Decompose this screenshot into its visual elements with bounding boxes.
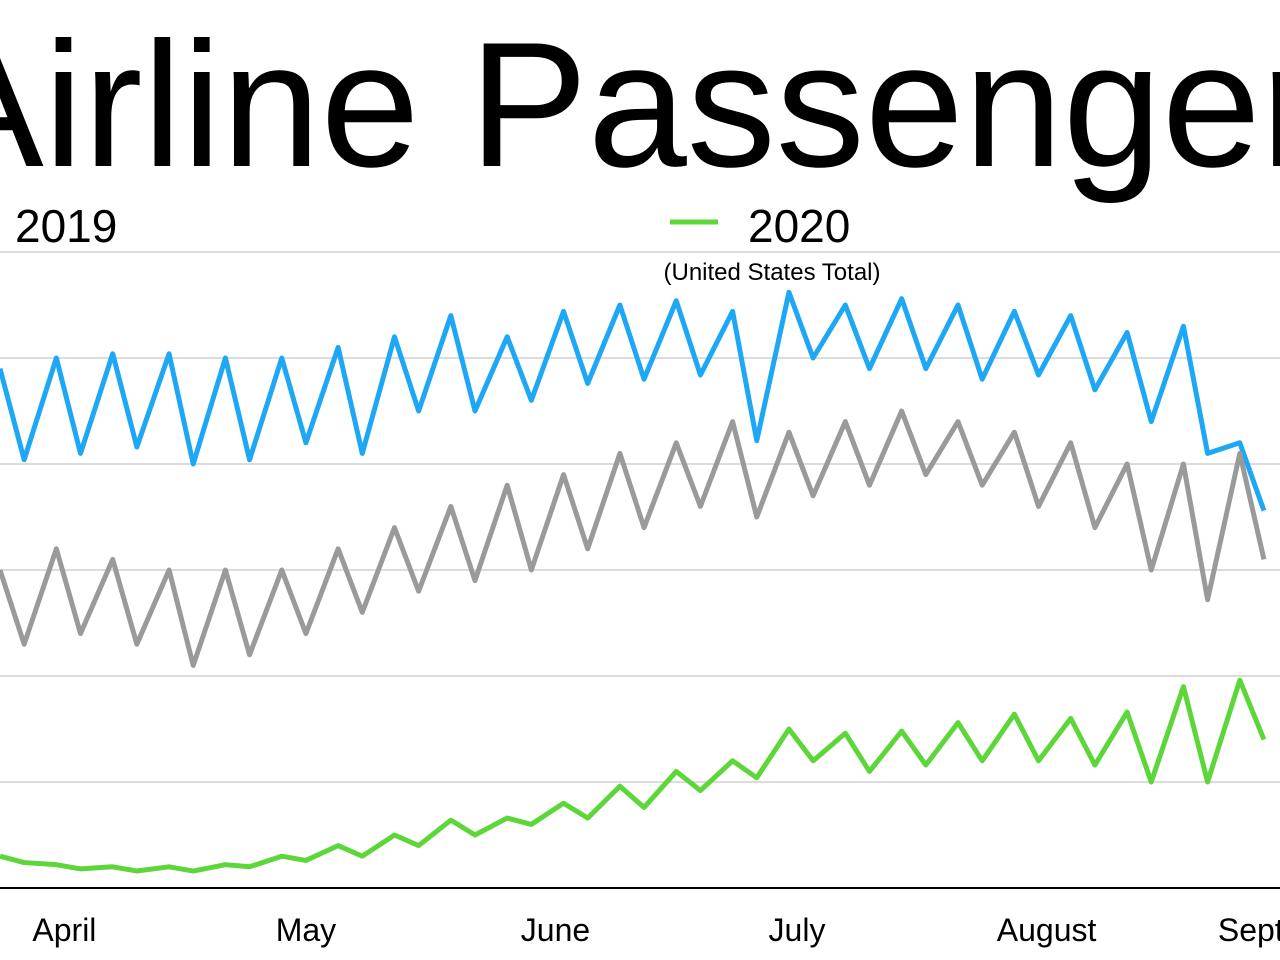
x-tick-label: July [769, 912, 826, 948]
x-tick-label: April [32, 912, 96, 948]
x-tick-label: June [521, 912, 590, 948]
series-line [0, 408, 1267, 668]
x-tick-label: September [1218, 912, 1280, 948]
x-tick-label: May [276, 912, 336, 948]
legend-label: 2019 [15, 200, 117, 252]
series-line [0, 289, 1267, 512]
x-tick-label: August [997, 912, 1097, 948]
chart-subtitle: (United States Total) [664, 259, 881, 286]
chart-title: Airline Passengers [0, 5, 1280, 204]
legend-label: 2020 [748, 200, 850, 252]
series-line [0, 677, 1267, 874]
